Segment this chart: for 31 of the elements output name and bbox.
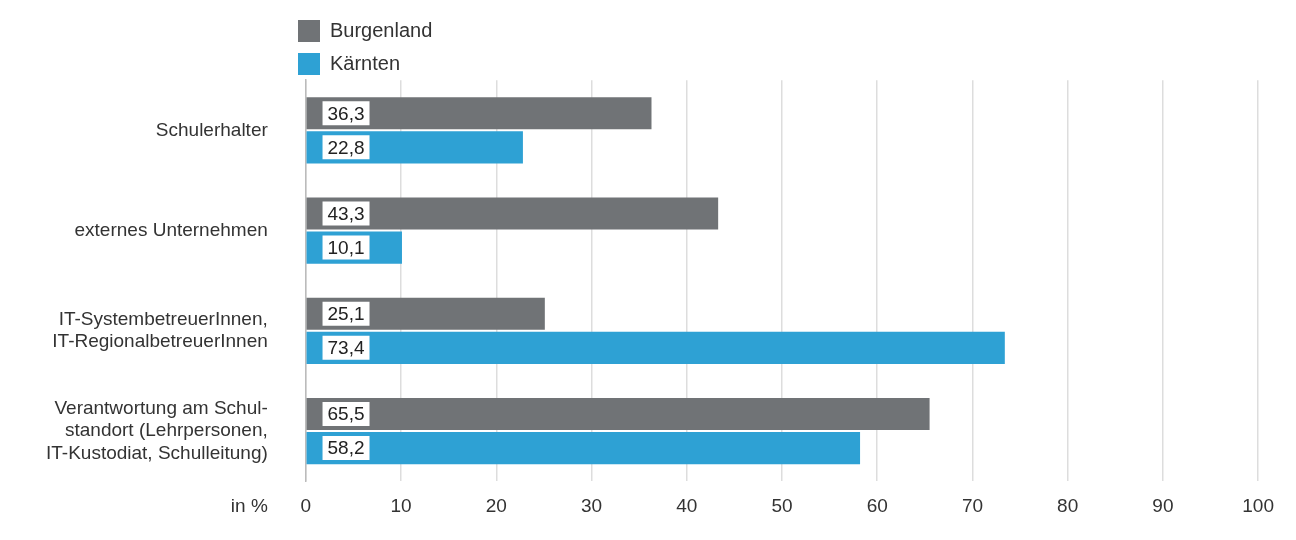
y-tick-label: externes Unternehmen [74,218,268,240]
y-tick-label: Schulerhalter [155,118,269,140]
data-label: 36,3 [327,102,365,124]
x-tick-label: 20 [485,494,507,516]
data-label: 65,5 [327,403,365,425]
x-tick-label: 100 [1242,494,1274,516]
data-label: 58,2 [327,437,365,459]
data-label: 10,1 [327,236,365,258]
data-label: 25,1 [327,303,365,325]
legend-label: Kärnten [330,52,401,75]
y-tick-label: IT-SystembetreuerInnen, IT-RegionalbetreuerInnen [52,307,268,352]
bar [306,97,652,130]
data-label: 73,4 [327,337,365,359]
bar [306,432,861,465]
data-label: 43,3 [327,202,365,224]
data-label: 22,8 [327,136,365,158]
x-tick-label: 90 [1152,494,1174,516]
x-tick-label: 10 [390,494,412,516]
x-tick-label: 40 [676,494,698,516]
bar [306,197,719,230]
x-axis-title: in % [230,495,268,517]
x-tick-label: 80 [1057,494,1079,516]
y-tick-label: Verantwortung am Schul- standort (Lehrpersonen, IT-Kustodiat, Schulleitung) [45,396,268,464]
bar [306,398,930,431]
x-tick-label: 50 [771,494,793,516]
x-tick-label: 70 [961,494,984,516]
x-tick-label: 0 [300,494,312,516]
legend-label: Burgenland [330,19,433,42]
x-tick-label: 60 [866,494,888,516]
x-tick-label: 30 [580,494,603,516]
bar [306,331,1005,364]
